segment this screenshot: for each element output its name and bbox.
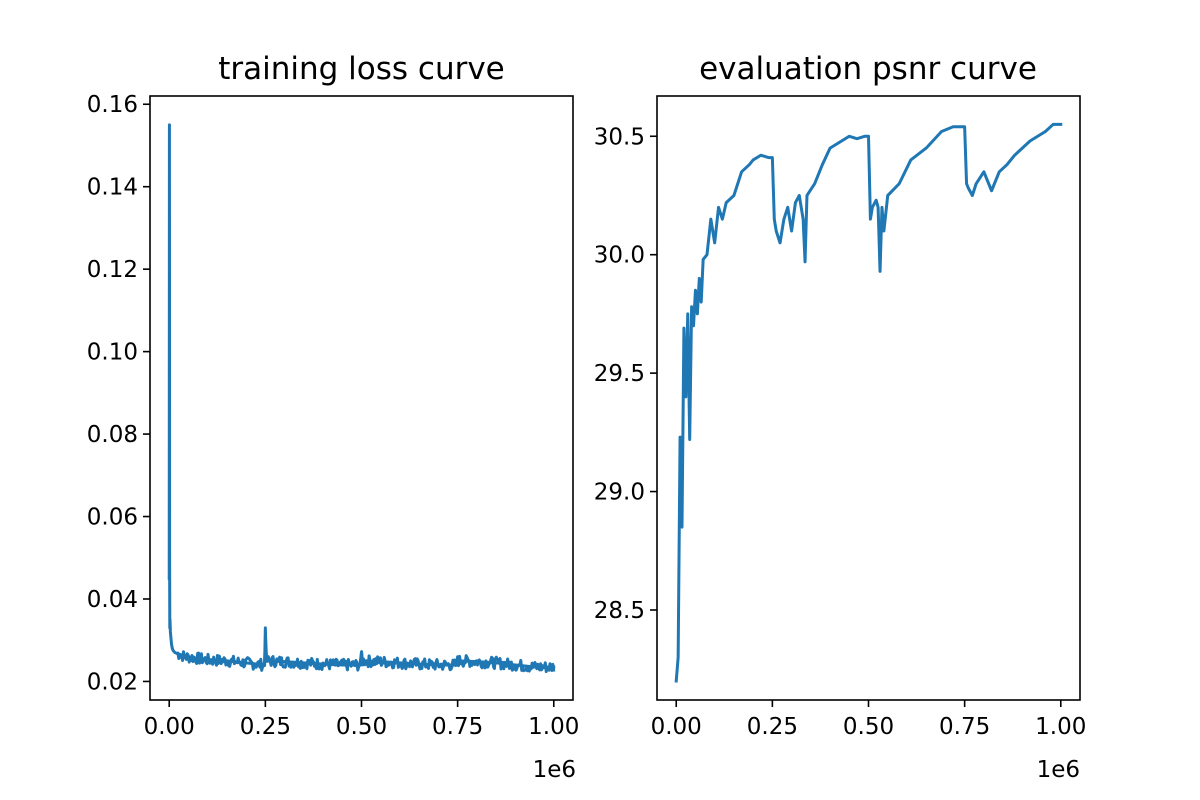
y-tick-label: 30.5 — [594, 124, 645, 150]
x-offset-label: 1e6 — [1037, 757, 1080, 783]
x-tick-label: 0.00 — [651, 714, 702, 740]
y-tick-label: 0.10 — [87, 340, 138, 366]
x-tick-label: 1.00 — [1035, 714, 1086, 740]
training-loss-plot-layer: 0.00 0.25 0.50 0.75 1.00 0.02 0.04 0.06 0.08 0.10… — [87, 92, 580, 740]
y-tick-label: 0.04 — [87, 587, 138, 613]
panel-evaluation-psnr: evaluation psnr curve 0.00 0.25 0.50 0.75 1.… — [594, 51, 1087, 783]
series-line-1 — [167, 123, 556, 669]
chart-title: training loss curve — [218, 51, 505, 87]
y-tick-label: 0.14 — [87, 175, 138, 201]
y-tick-label: 0.08 — [87, 422, 138, 448]
y-tick-label: 29.0 — [594, 480, 645, 506]
axes-frame — [149, 95, 574, 701]
x-tick-label: 0.00 — [144, 714, 195, 740]
x-tick-label: 0.25 — [747, 714, 798, 740]
y-tick-label: 29.5 — [594, 361, 645, 387]
x-tick-label: 0.75 — [939, 714, 990, 740]
y-tick-label: 30.0 — [594, 243, 645, 269]
x-tick-label: 1.00 — [528, 714, 579, 740]
x-tick-label: 0.75 — [432, 714, 483, 740]
y-tick-label: 0.16 — [87, 92, 138, 118]
panel-training-loss: training loss curve 0.00 0.25 0.50 0.75 1.00… — [87, 51, 580, 783]
evaluation-psnr-plot-layer: 0.00 0.25 0.50 0.75 1.00 28.5 29.0 29.5 30.0 30.5 — [594, 95, 1086, 740]
chart-title: evaluation psnr curve — [699, 51, 1037, 87]
x-tick-label: 0.25 — [240, 714, 291, 740]
series-line-1 — [674, 122, 1063, 683]
y-tick-label: 0.06 — [87, 505, 138, 531]
y-tick-label: 28.5 — [594, 598, 645, 624]
series-noise-band — [176, 636, 556, 674]
y-tick-label: 0.02 — [87, 669, 138, 695]
y-tick-label: 0.12 — [87, 257, 138, 283]
x-tick-label: 0.50 — [843, 714, 894, 740]
x-tick-label: 0.50 — [336, 714, 387, 740]
x-offset-label: 1e6 — [533, 757, 576, 783]
